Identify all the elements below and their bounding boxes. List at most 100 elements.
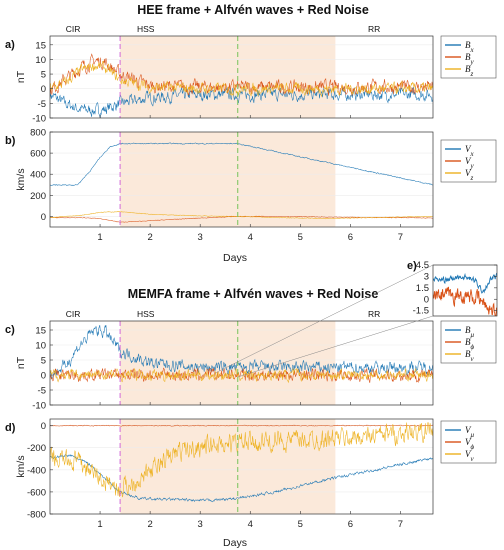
legend-label-a-1: By — [465, 52, 475, 66]
ytick-label-a: 10 — [35, 55, 46, 66]
region-label-a-0: CIR — [66, 24, 81, 34]
axes-frame-c — [49, 320, 434, 406]
shaded-region-b — [120, 132, 336, 227]
ytick-label-e: -1.5 — [413, 306, 429, 317]
legend-label-b-2: Vz — [465, 168, 474, 182]
series-line-e-0 — [433, 272, 497, 294]
series-line-a-2 — [50, 60, 433, 98]
legend-subscript: ν — [471, 355, 475, 363]
series-layer — [50, 53, 497, 503]
xtick-label-b: 2 — [147, 232, 152, 243]
legend-subscript: μ — [471, 431, 475, 439]
axes-frame-b — [49, 131, 434, 228]
series-line-b-2 — [50, 211, 433, 220]
legend-label-a-0: Bx — [465, 40, 475, 54]
xtick-label-b: 7 — [398, 232, 403, 243]
legend-subscript: x — [470, 150, 475, 158]
xtick-label-d: 6 — [348, 519, 353, 530]
legend-subscript: μ — [471, 331, 475, 339]
xtick-label-b: 4 — [248, 232, 253, 243]
xtick-label-d: 5 — [298, 519, 303, 530]
ytick-label-c: 5 — [41, 356, 46, 367]
ytick-label-d: -800 — [27, 510, 46, 521]
legend-subscript: x — [470, 46, 475, 54]
ytick-label-e: 3 — [424, 271, 429, 282]
ylabel-a: nT — [15, 70, 27, 83]
ytick-label-e: 4.5 — [416, 260, 429, 271]
legend-box-c — [440, 320, 497, 364]
axes-frame-e — [432, 264, 498, 317]
xtick-label-b: 1 — [97, 232, 102, 243]
ytick-label-b: 0 — [41, 212, 46, 223]
series-line-a-0 — [50, 85, 433, 118]
panel-label-e: e) — [407, 260, 417, 272]
legend-subscript: ν — [471, 455, 475, 463]
xtick-label-d: 4 — [248, 519, 253, 530]
ytick-label-a: 0 — [41, 84, 46, 95]
legend-label-d-1: Vϕ — [465, 437, 475, 451]
panel-label-c: c) — [5, 324, 15, 336]
zoom-connector-lower — [237, 315, 434, 378]
ytick-label-a: -10 — [32, 114, 46, 125]
region-label-a-1: HSS — [137, 24, 155, 34]
legend-label-c-1: Bϕ — [465, 337, 475, 351]
series-line-d-1 — [50, 424, 433, 427]
panel-label-b: b) — [5, 135, 16, 147]
axes-layer — [49, 35, 498, 515]
panel-label-a: a) — [5, 39, 15, 51]
ytick-label-c: 0 — [41, 371, 46, 382]
axes-frame-a — [49, 35, 434, 119]
event-lines — [119, 36, 239, 514]
series-line-c-1 — [50, 367, 433, 384]
ytick-label-a: 5 — [41, 70, 46, 81]
legend-label-b-0: Vx — [465, 144, 475, 158]
series-line-d-0 — [50, 454, 433, 503]
xtick-label-d: 7 — [398, 519, 403, 530]
ytick-label-d: 0 — [41, 421, 46, 432]
title-top: HEE frame + Alfvén waves + Red Noise — [137, 3, 369, 17]
xtick-label-d: 1 — [97, 519, 102, 530]
ytick-label-c: 15 — [35, 326, 46, 337]
ytick-label-b: 400 — [30, 170, 46, 181]
series-line-e-1 — [433, 286, 497, 316]
region-label-c-2: RR — [368, 309, 380, 319]
legend-label-d-0: Vμ — [465, 425, 475, 439]
ytick-label-e: 0 — [424, 294, 429, 305]
shaded-region-a — [120, 36, 336, 118]
ytick-label-c: -5 — [38, 386, 46, 397]
xtick-label-d: 2 — [147, 519, 152, 530]
legend-subscript: ϕ — [471, 443, 475, 451]
xlabel-top: Days — [223, 252, 247, 264]
xtick-label-b: 6 — [348, 232, 353, 243]
axes-frame-d — [49, 418, 434, 515]
ytick-label-b: 200 — [30, 191, 46, 202]
ytick-label-a: 15 — [35, 40, 46, 51]
xtick-label-b: 5 — [298, 232, 303, 243]
ytick-label-d: -400 — [27, 465, 46, 476]
ytick-label-c: -10 — [32, 401, 46, 412]
legend-subscript: y — [470, 162, 475, 170]
series-line-c-2 — [50, 367, 433, 384]
region-label-a-2: RR — [368, 24, 380, 34]
legend-label-b-1: Vy — [465, 156, 475, 170]
legend-subscript: z — [470, 70, 474, 78]
xlabel-bottom: Days — [223, 537, 247, 549]
ytick-label-d: -600 — [27, 487, 46, 498]
series-line-a-1 — [50, 53, 433, 96]
xtick-label-d: 3 — [198, 519, 203, 530]
ytick-label-b: 800 — [30, 128, 46, 139]
series-line-c-0 — [50, 324, 433, 380]
ytick-label-b: 600 — [30, 149, 46, 160]
legend-label-a-2: Bz — [465, 64, 474, 78]
ytick-label-a: -5 — [38, 99, 46, 110]
legend-label-c-2: Bν — [465, 349, 475, 363]
ytick-label-e: 1.5 — [416, 283, 429, 294]
shaded-region-c — [120, 321, 336, 405]
legend-label-d-2: Vν — [465, 449, 475, 463]
ylabel-d: km/s — [15, 455, 27, 477]
region-label-c-1: HSS — [137, 309, 155, 319]
series-line-d-2 — [50, 422, 433, 498]
legend-subscript: ϕ — [471, 343, 475, 351]
ylabel-c: nT — [15, 356, 27, 369]
